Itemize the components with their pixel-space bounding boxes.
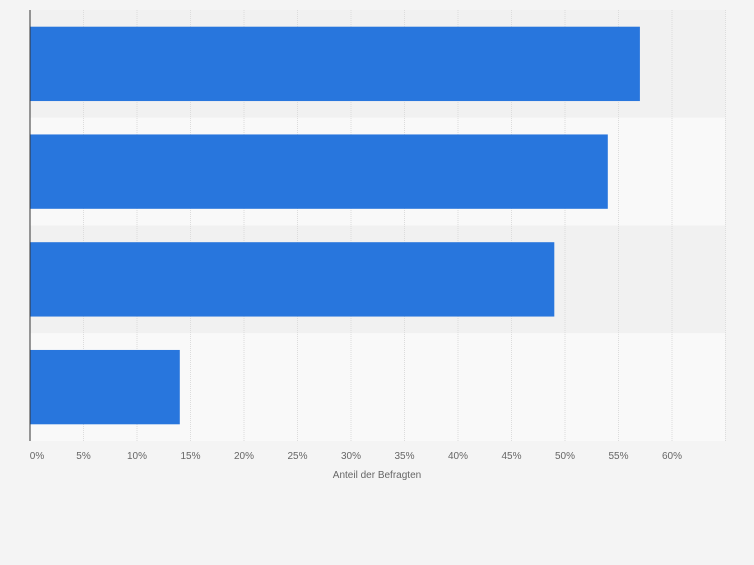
x-tick-label: 55% xyxy=(608,451,628,462)
x-tick-label: 50% xyxy=(555,451,575,462)
bar xyxy=(30,242,555,317)
x-tick-label: 35% xyxy=(394,451,414,462)
x-tick-label: 0% xyxy=(30,451,45,462)
x-tick-labels: 0% 5% 10% 15% 20% 25% 30% 35% 40% 45% 50% 55% 60% xyxy=(30,451,682,462)
x-axis-title: Anteil der Befragten xyxy=(333,470,421,481)
x-tick-label: 60% xyxy=(662,451,682,462)
x-tick-label: 10% xyxy=(127,451,147,462)
x-tick-label: 20% xyxy=(234,451,254,462)
bars xyxy=(30,26,640,425)
bar xyxy=(30,349,180,425)
bar xyxy=(30,134,608,209)
x-tick-label: 25% xyxy=(287,451,307,462)
x-tick-label: 45% xyxy=(501,451,521,462)
bar xyxy=(30,26,640,102)
x-tick-label: 40% xyxy=(448,451,468,462)
x-tick-label: 5% xyxy=(76,451,91,462)
x-tick-label: 30% xyxy=(341,451,361,462)
x-tick-label: 15% xyxy=(180,451,200,462)
